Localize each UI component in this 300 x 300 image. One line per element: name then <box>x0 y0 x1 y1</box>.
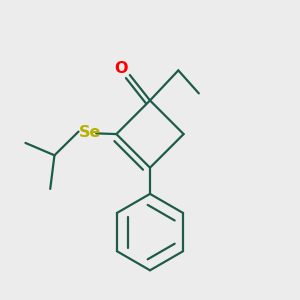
Text: Se: Se <box>79 125 101 140</box>
Text: O: O <box>114 61 128 76</box>
